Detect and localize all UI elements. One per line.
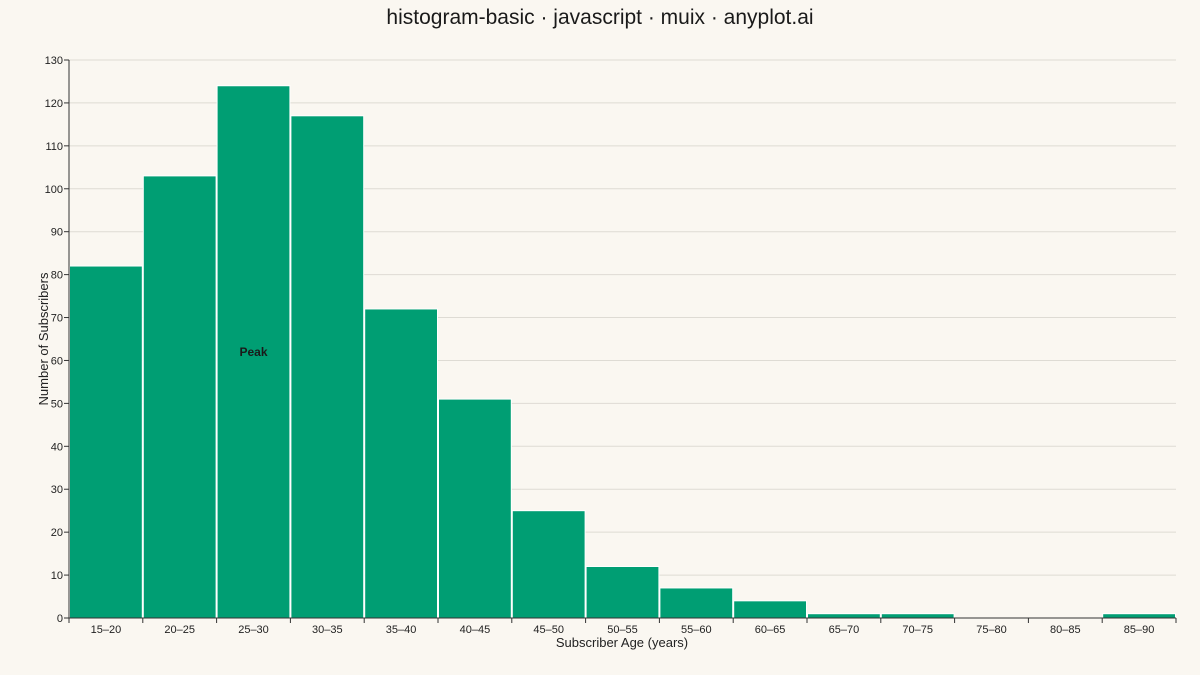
y-tick-label: 90 [51, 227, 63, 239]
y-tick-label: 20 [51, 527, 63, 539]
y-tick-label: 60 [51, 355, 63, 367]
bar [511, 510, 586, 619]
x-tick-label: 15–20 [91, 624, 122, 636]
bar [585, 565, 660, 619]
bar [142, 175, 217, 619]
bar [733, 600, 808, 619]
bar [1102, 613, 1176, 619]
x-tick-label: 60–65 [755, 624, 786, 636]
bars [69, 85, 1176, 619]
y-tick-label: 40 [51, 441, 63, 453]
y-tick-label: 80 [51, 270, 63, 282]
x-tick-label: 30–35 [312, 624, 343, 636]
y-tick-label: 130 [45, 55, 63, 67]
chart-title: histogram-basic · javascript · muix · an… [386, 6, 814, 29]
bar [438, 398, 512, 619]
x-tick-label: 85–90 [1124, 624, 1155, 636]
x-tick-label: 80–85 [1050, 624, 1081, 636]
x-tick-label: 75–80 [976, 624, 1007, 636]
x-tick-label: 40–45 [460, 624, 491, 636]
bar [364, 308, 439, 619]
x-tick-label: 25–30 [238, 624, 269, 636]
x-tick-label: 50–55 [607, 624, 638, 636]
x-tick-label: 20–25 [164, 624, 195, 636]
bar [807, 613, 881, 619]
bar [69, 265, 143, 619]
y-axis-label: Number of Subscribers [36, 272, 51, 405]
annotations: Peak [239, 345, 267, 359]
x-tick-label: 35–40 [386, 624, 417, 636]
x-tick-label: 65–70 [829, 624, 860, 636]
bar [880, 613, 955, 619]
y-tick-label: 100 [45, 184, 63, 196]
y-tick-label: 10 [51, 570, 63, 582]
x-tick-label: 70–75 [902, 624, 933, 636]
bar [290, 115, 365, 619]
y-tick-label: 50 [51, 398, 63, 410]
bar [216, 85, 291, 619]
y-tick-label: 110 [45, 141, 63, 153]
y-tick-label: 120 [45, 98, 63, 110]
x-tick-label: 55–60 [681, 624, 712, 636]
y-tick-label: 0 [57, 613, 63, 625]
peak-annotation: Peak [239, 345, 267, 359]
y-tick-label: 30 [51, 484, 63, 496]
y-tick-label: 70 [51, 313, 63, 325]
bar [659, 587, 734, 619]
x-axis-label: Subscriber Age (years) [556, 635, 688, 650]
axes: 0 10 20 30 40 50 60 70 80 90 100 110 120 130 15–20 20–2… [45, 55, 1177, 636]
x-tick-label: 45–50 [533, 624, 564, 636]
